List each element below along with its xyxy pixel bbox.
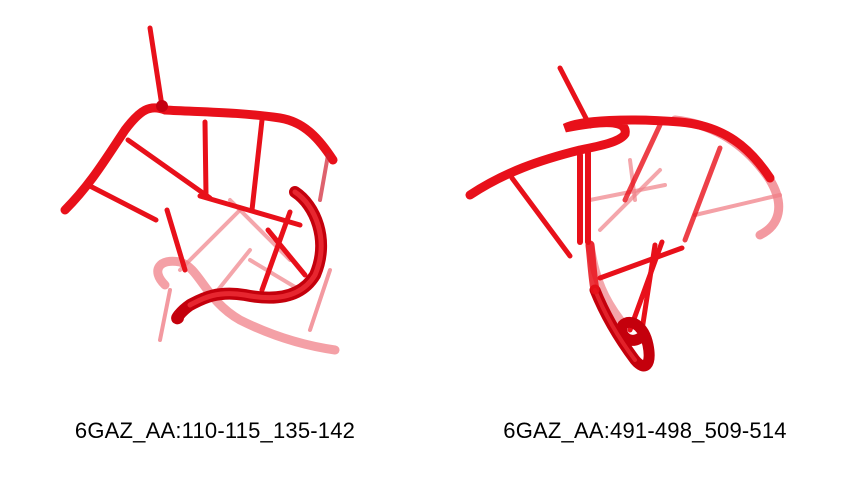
rna-structure-right [465, 65, 784, 372]
rna-panel-left: 6GAZ_AA:110-115_135-142 [60, 25, 356, 443]
rna-panel-right: 6GAZ_AA:491-498_509-514 [430, 0, 860, 480]
structure-caption-right: 6GAZ_AA:491-498_509-514 [503, 418, 787, 443]
structure-caption-left: 6GAZ_AA:110-115_135-142 [74, 418, 356, 443]
rna-structure-left [60, 25, 340, 355]
